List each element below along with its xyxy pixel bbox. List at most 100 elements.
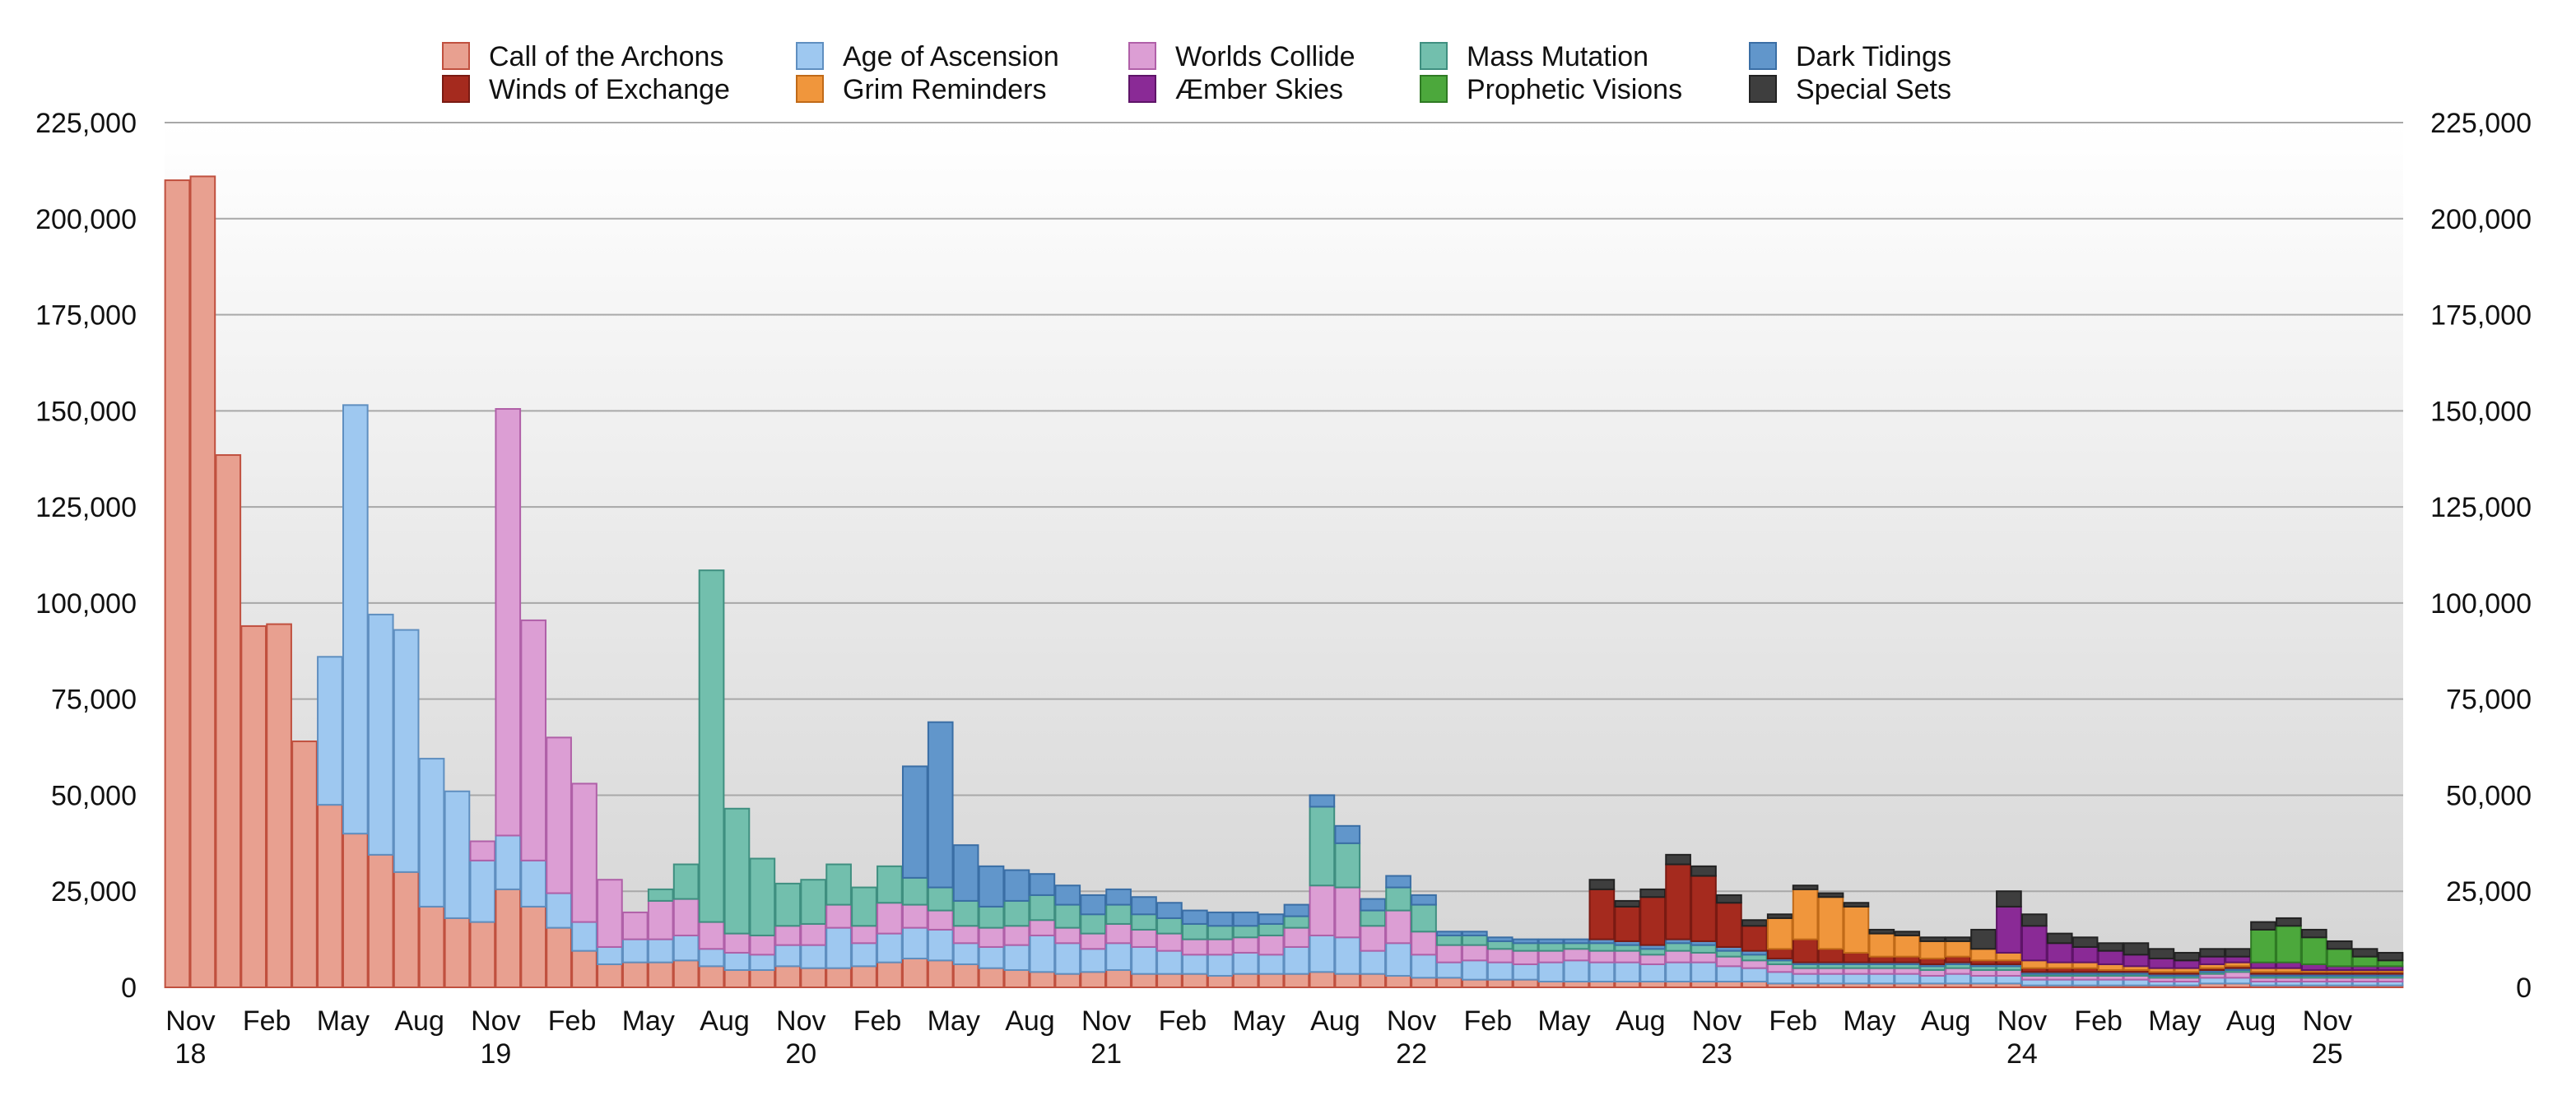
bar-segment <box>2199 948 2226 958</box>
bar-segment <box>1792 938 1819 963</box>
bar-segment <box>1614 961 1641 982</box>
bar-segment <box>1868 973 1895 985</box>
bar-segment <box>1843 905 1870 954</box>
bar-segment <box>1385 942 1411 977</box>
y-tick-label-left: 125,000 <box>35 492 137 523</box>
bar-segment <box>1232 951 1259 975</box>
bar-segment <box>1945 936 1971 942</box>
bar-segment <box>672 959 700 989</box>
bars <box>164 175 2404 989</box>
bar-segment <box>1207 974 1234 989</box>
x-tick-label: Aug <box>2226 1005 2276 1037</box>
bar-segment <box>1029 873 1056 896</box>
x-tick-label: Nov <box>2303 1005 2352 1037</box>
bar-segment <box>774 925 802 946</box>
bar-segment <box>1970 948 1997 962</box>
bar-segment <box>546 892 572 929</box>
bar-segment <box>952 899 979 927</box>
x-tick-label: Nov <box>776 1005 825 1037</box>
legend-swatch <box>1420 42 1448 70</box>
bar-segment <box>1486 961 1514 981</box>
legend-swatch <box>796 75 824 103</box>
bar-segment <box>1716 949 1742 958</box>
bar-segment <box>469 840 496 861</box>
x-tick-label: May <box>317 1005 370 1037</box>
bar-segment <box>2326 940 2353 950</box>
bar-segment <box>1283 973 1310 989</box>
bar-segment <box>952 925 979 945</box>
bar-segment <box>1181 922 1208 940</box>
bar-segment <box>1054 884 1081 906</box>
bar-segment <box>1156 902 1183 919</box>
bar-segment <box>1919 974 1946 985</box>
bar-segment <box>901 926 928 959</box>
bar-segment <box>2071 936 2099 948</box>
y-tick-label-left: 225,000 <box>35 108 137 139</box>
bar-segment <box>1843 967 1870 975</box>
y-tick-label-right: 200,000 <box>2430 204 2532 235</box>
bar-segment <box>1766 971 1793 985</box>
bar-segment <box>927 959 954 989</box>
bar-segment <box>1309 934 1336 973</box>
bar-segment <box>1360 925 1387 952</box>
legend-swatch <box>1749 42 1777 70</box>
bar-segment <box>1461 934 1488 946</box>
x-tick-label: Aug <box>1616 1005 1666 1037</box>
bar-segment <box>1486 936 1514 942</box>
bar-segment <box>2097 963 2124 971</box>
y-tick-label-right: 150,000 <box>2430 396 2532 427</box>
bar-segment <box>1741 967 1768 982</box>
bar-segment <box>1461 959 1488 981</box>
x-tick-label: Nov <box>1081 1005 1131 1037</box>
bar-segment <box>2300 928 2327 939</box>
bar-segment <box>1868 932 1895 958</box>
bar-segment <box>876 961 903 989</box>
bar-segment <box>2020 959 2048 969</box>
y-tick-label-right: 100,000 <box>2430 588 2532 620</box>
bar-segment <box>393 871 420 989</box>
bar-segment <box>2276 961 2302 969</box>
legend-label: Mass Mutation <box>1467 41 1648 72</box>
bar-segment <box>1207 925 1234 940</box>
bar-segment <box>1105 888 1132 906</box>
bar-segment <box>1181 954 1208 975</box>
bar-segment <box>1537 938 1565 945</box>
y-axis-right: 0 25,000 50,000 75,000 100,000 125,000 150,000… <box>2430 108 2532 1004</box>
bar-segment <box>1639 963 1667 982</box>
bar-segment <box>1003 944 1030 971</box>
bar-segment <box>698 965 725 988</box>
bar-segment <box>1996 951 2022 962</box>
bar-segment <box>1792 973 1819 985</box>
bar-segment <box>1894 973 1921 985</box>
bar-segment <box>495 888 522 989</box>
y-tick-label-left: 200,000 <box>35 204 137 235</box>
bar-segment <box>876 902 903 935</box>
bar-segment <box>1919 936 1946 942</box>
x-tick-year-label: 21 <box>1090 1038 1122 1070</box>
y-tick-label-right: 125,000 <box>2430 492 2532 523</box>
bar-segment <box>1843 951 1870 963</box>
bar-segment <box>2276 917 2302 927</box>
bar-segment <box>1309 971 1336 988</box>
bar-segment <box>444 917 471 989</box>
bar-segment <box>1588 961 1616 982</box>
bar-segment <box>1003 899 1030 927</box>
bar-segment <box>1512 938 1539 945</box>
bar-segment <box>1080 913 1107 935</box>
bar-segment <box>2020 978 2048 987</box>
bar-segment <box>266 623 292 989</box>
legend-swatch <box>1420 75 1448 103</box>
bar-segment <box>1639 896 1667 946</box>
x-tick-label: Feb <box>243 1005 291 1037</box>
bar-segment <box>1919 957 1946 965</box>
bar-segment <box>2046 961 2073 969</box>
y-tick-label-left: 75,000 <box>51 685 137 716</box>
bar-segment <box>2250 921 2276 931</box>
bar-segment <box>978 945 1005 969</box>
bar-segment <box>1563 980 1590 988</box>
y-tick-label-right: 25,000 <box>2446 876 2532 908</box>
bar-segment <box>597 963 623 989</box>
bar-segment <box>825 863 852 906</box>
bar-segment <box>1003 968 1030 988</box>
